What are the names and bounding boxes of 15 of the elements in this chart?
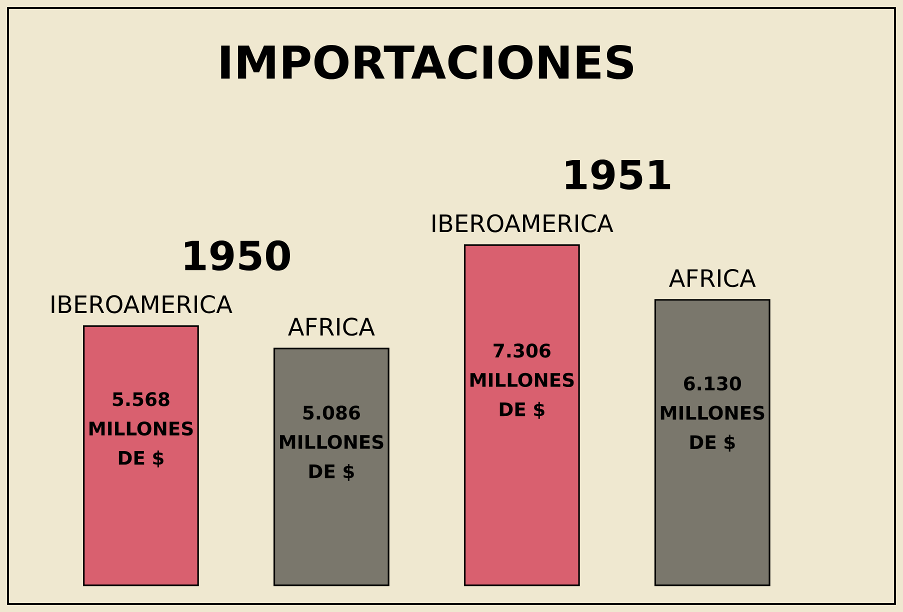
bar (273, 348, 390, 586)
data-label: 5.568 MILLONES DE $ (90, 392, 193, 468)
x-tick-label: IBEROAMERICA (432, 214, 614, 232)
x-tick-label: AFRICA (668, 269, 756, 288)
data-label: 5.086 MILLONES DE $ (280, 406, 384, 481)
data-label: 7.306 MILLONES DE $ (470, 344, 574, 419)
bar (654, 299, 770, 586)
bar (464, 244, 580, 586)
bar (83, 325, 199, 586)
data-label: 6.130 MILLONES DE $ (660, 376, 764, 452)
x-tick-label: IBEROAMERICA (52, 295, 232, 314)
x-tick-label: AFRICA (288, 318, 375, 336)
chart-title: IMPORTACIONES (221, 45, 634, 80)
text: 1951 (566, 160, 670, 190)
annotation: 1950 (185, 240, 290, 271)
